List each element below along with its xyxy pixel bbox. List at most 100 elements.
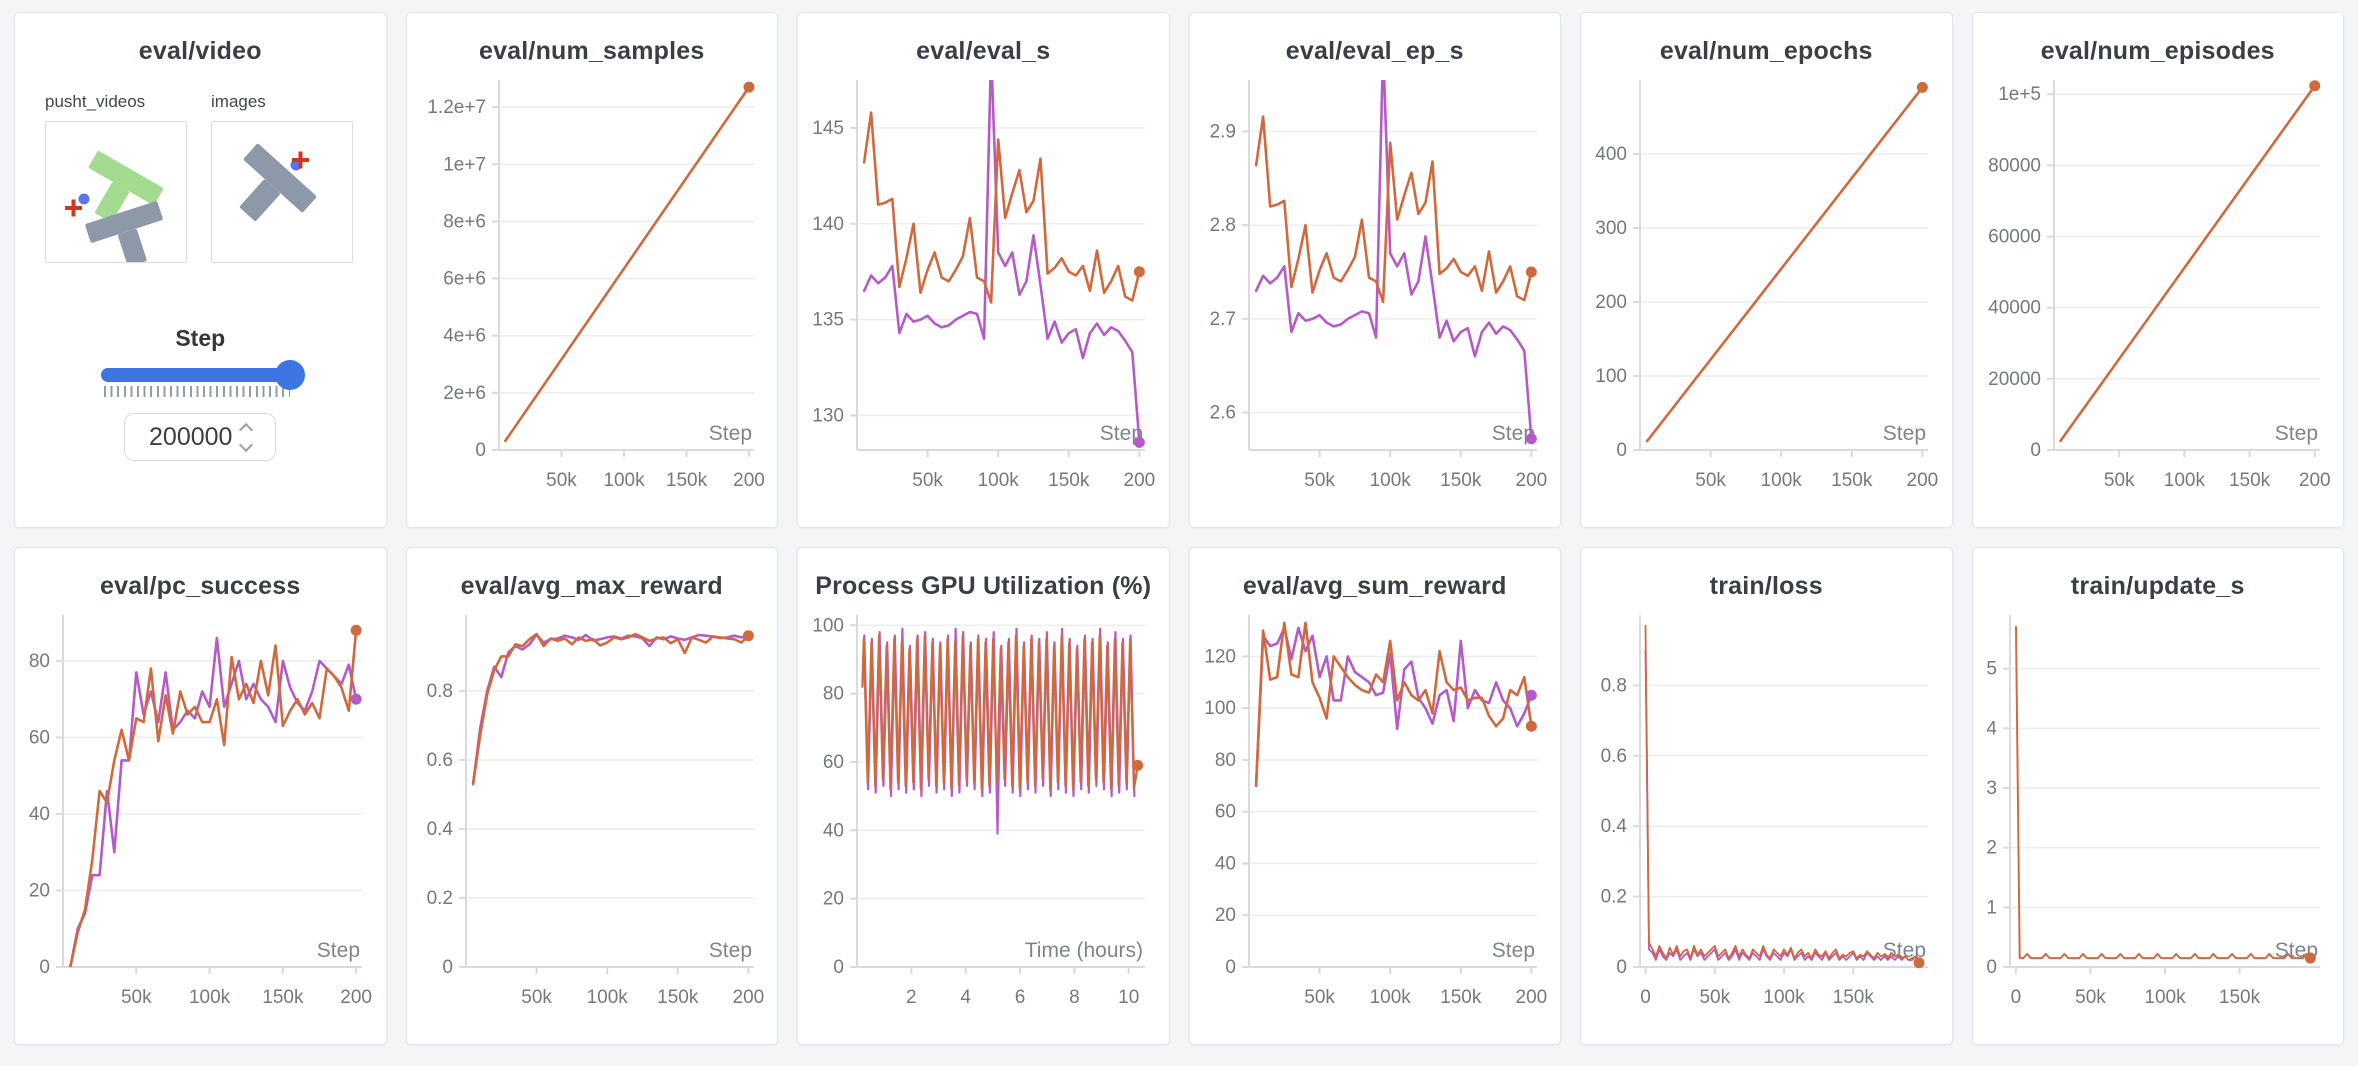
chart-train-update-s[interactable]: 0 1 2 3 4 5 0 50k 100k 150k Step — [1973, 601, 2344, 1023]
svg-text:6: 6 — [1015, 987, 1026, 1008]
video-panel-title: eval/video — [138, 37, 262, 65]
svg-text:0: 0 — [39, 957, 50, 978]
svg-text:2.7: 2.7 — [1209, 309, 1235, 330]
svg-text:100k: 100k — [1761, 470, 1803, 491]
svg-text:100k: 100k — [1763, 987, 1805, 1008]
panel-eval-video: eval/video pusht_videos — [14, 12, 387, 528]
svg-text:145: 145 — [812, 118, 844, 139]
panel-eval-avg-max-reward: eval/avg_max_reward 0 0.2 0.4 0.6 0.8 50k 100k… — [405, 547, 778, 1045]
chart-eval-eval-s[interactable]: 130 135 140 145 50k 100k 150k 200 Step — [798, 66, 1169, 506]
panel-train-loss: train/loss 0 0.2 0.4 0.6 0.8 0 50k 100k 150k Step — [1580, 547, 1953, 1045]
svg-text:135: 135 — [812, 310, 844, 331]
chart-eval-eval-ep-s[interactable]: 2.6 2.7 2.8 2.9 50k 100k 150k 200 Step — [1190, 66, 1561, 506]
svg-text:200: 200 — [732, 987, 764, 1008]
pusht-videos-group: pusht_videos — [45, 92, 187, 267]
svg-text:Step: Step — [2274, 422, 2317, 445]
svg-text:300: 300 — [1595, 218, 1627, 239]
chart-eval-num-episodes[interactable]: 0 20000 40000 60000 80000 1e+5 50k 100k 150k 200 S… — [1973, 66, 2344, 506]
svg-text:120: 120 — [1204, 646, 1236, 667]
panel-eval-eval-ep-s: eval/eval_ep_s 2.6 2.7 2.8 2.9 50k 100k 150k 20… — [1188, 12, 1561, 528]
svg-text:Step: Step — [1491, 939, 1534, 962]
chart-eval-pc-success[interactable]: 0 20 40 60 80 50k 100k 150k 200 Step — [15, 601, 386, 1023]
svg-text:0: 0 — [1986, 957, 1997, 978]
svg-text:0: 0 — [442, 957, 453, 978]
svg-text:150k: 150k — [665, 470, 707, 491]
step-slider-label: Step — [175, 325, 226, 351]
svg-text:1.2e+7: 1.2e+7 — [427, 97, 486, 118]
svg-text:0.2: 0.2 — [1601, 887, 1627, 908]
chart-title: Process GPU Utilization (%) — [815, 572, 1152, 600]
svg-text:0: 0 — [1225, 957, 1236, 978]
svg-text:8e+6: 8e+6 — [443, 211, 486, 232]
svg-text:50k: 50k — [521, 987, 552, 1008]
chart-title: eval/num_episodes — [2040, 37, 2275, 65]
svg-text:200: 200 — [1515, 470, 1547, 491]
step-slider-ruler — [104, 386, 291, 397]
svg-text:100k: 100k — [586, 987, 628, 1008]
svg-text:100k: 100k — [1369, 470, 1411, 491]
svg-text:80: 80 — [823, 684, 844, 705]
svg-text:4: 4 — [1986, 718, 1997, 739]
step-slider[interactable] — [101, 360, 306, 390]
chart-eval-num-epochs[interactable]: 0 100 200 300 400 50k 100k 150k 200 Step — [1581, 66, 1952, 506]
svg-text:100k: 100k — [2163, 470, 2205, 491]
svg-text:Step: Step — [1491, 422, 1534, 445]
svg-text:80000: 80000 — [1988, 155, 2041, 176]
chart-eval-avg-sum-reward[interactable]: 0 20 40 60 80 100 120 50k 100k 150k 200 Step — [1190, 601, 1561, 1023]
svg-text:0.4: 0.4 — [426, 819, 453, 840]
increment-chevron-icon[interactable] — [239, 422, 254, 437]
chart-eval-num-samples[interactable]: 0 2e+6 4e+6 6e+6 8e+6 1e+7 1.2e+7 50k 100k 150k 20… — [407, 66, 778, 506]
svg-text:Time (hours): Time (hours) — [1025, 939, 1143, 962]
agent-dot-icon — [78, 193, 90, 205]
step-slider-thumb[interactable] — [275, 360, 306, 390]
step-input[interactable]: 200000 — [124, 413, 277, 461]
svg-text:0: 0 — [1640, 987, 1651, 1008]
svg-text:200: 200 — [1515, 987, 1547, 1008]
svg-text:0.6: 0.6 — [1601, 746, 1627, 767]
chart-eval-avg-max-reward[interactable]: 0 0.2 0.4 0.6 0.8 50k 100k 150k 200 Step — [407, 601, 778, 1023]
panel-eval-eval-s: eval/eval_s 130 135 140 145 50k 100k 150k 200 St… — [797, 12, 1170, 528]
svg-text:150k: 150k — [1833, 987, 1875, 1008]
svg-text:0: 0 — [1616, 957, 1627, 978]
svg-text:50k: 50k — [1699, 987, 1730, 1008]
svg-text:50k: 50k — [121, 987, 152, 1008]
svg-text:4e+6: 4e+6 — [443, 326, 486, 347]
step-control: Step 200000 — [15, 325, 386, 461]
panel-eval-num-episodes: eval/num_episodes 0 20000 40000 60000 80000 1… — [1971, 12, 2344, 528]
svg-text:Step: Step — [1100, 422, 1143, 445]
svg-text:40: 40 — [29, 804, 50, 825]
svg-text:0: 0 — [1616, 440, 1627, 461]
images-thumbnail[interactable] — [211, 121, 353, 263]
chart-train-loss[interactable]: 0 0.2 0.4 0.6 0.8 0 50k 100k 150k Step — [1581, 601, 1952, 1023]
svg-text:0.2: 0.2 — [426, 888, 452, 909]
svg-text:5: 5 — [1986, 659, 1997, 680]
pusht-videos-thumbnail[interactable] — [45, 121, 187, 267]
svg-text:2.6: 2.6 — [1209, 403, 1235, 424]
chart-title: train/update_s — [2070, 572, 2245, 600]
decrement-chevron-icon[interactable] — [239, 437, 254, 452]
images-group: images — [211, 92, 353, 263]
svg-text:100k: 100k — [1369, 987, 1411, 1008]
svg-text:150k: 150k — [1831, 470, 1873, 491]
svg-text:100: 100 — [812, 615, 844, 636]
chart-title: eval/eval_ep_s — [1285, 37, 1464, 65]
svg-text:6e+6: 6e+6 — [443, 269, 486, 290]
svg-text:0: 0 — [2030, 440, 2041, 461]
svg-text:150k: 150k — [262, 987, 304, 1008]
svg-text:0: 0 — [2010, 987, 2021, 1008]
panel-eval-avg-sum-reward: eval/avg_sum_reward 0 20 40 60 80 100 120 50k 10… — [1188, 547, 1561, 1045]
svg-text:1e+7: 1e+7 — [443, 154, 486, 175]
svg-text:2e+6: 2e+6 — [443, 383, 486, 404]
svg-text:150k: 150k — [657, 987, 699, 1008]
chart-process-gpu-utilization[interactable]: 0 20 40 60 80 100 2 4 6 8 10 Time (hours) — [798, 601, 1169, 1023]
chart-title: eval/num_epochs — [1659, 37, 1873, 65]
svg-text:2: 2 — [1986, 838, 1997, 859]
svg-text:2.9: 2.9 — [1209, 122, 1235, 143]
svg-text:50k: 50k — [912, 470, 943, 491]
svg-text:0.6: 0.6 — [426, 750, 452, 771]
step-input-value: 200000 — [149, 422, 233, 451]
chart-title: eval/avg_max_reward — [460, 572, 723, 600]
svg-text:50k: 50k — [1304, 987, 1335, 1008]
svg-text:8: 8 — [1069, 987, 1080, 1008]
